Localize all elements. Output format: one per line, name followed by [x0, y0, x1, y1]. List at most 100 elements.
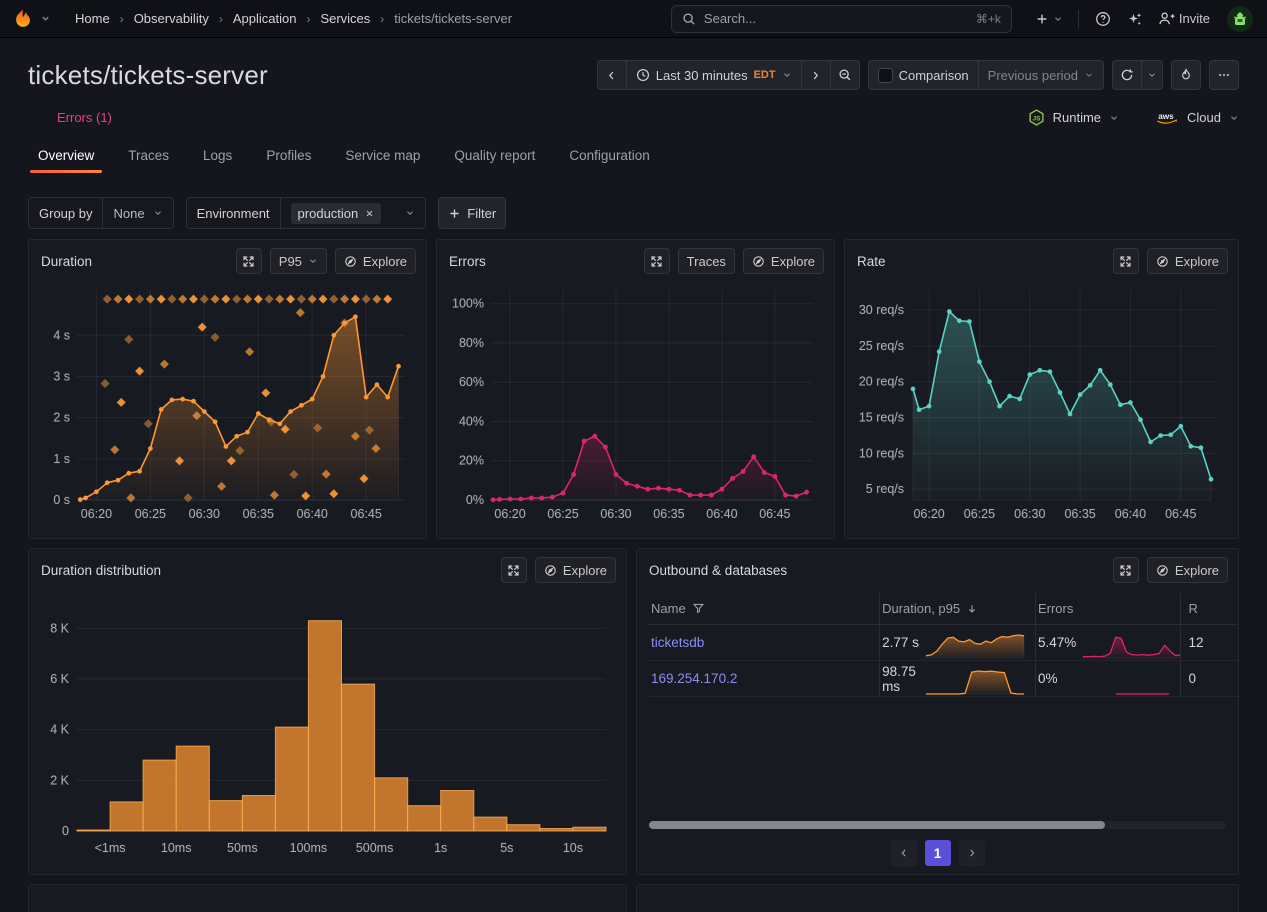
ai-assistant-button[interactable]: [1121, 5, 1149, 33]
explore-label: Explore: [1174, 253, 1219, 269]
cloud-selector[interactable]: aws Cloud: [1153, 110, 1239, 126]
errors-value: 5.47%: [1037, 635, 1077, 650]
percentile-select[interactable]: P95: [269, 248, 327, 274]
comparison-period-select[interactable]: Previous period: [977, 60, 1104, 90]
explore-button[interactable]: Explore: [334, 248, 416, 274]
grafana-logo-icon[interactable]: [12, 8, 34, 30]
duration-panel: Duration P95 Explore 06:20 06:25 06:30 06:3…: [28, 239, 427, 539]
comparison-toggle[interactable]: Comparison: [867, 60, 979, 90]
breadcrumb-separator: ›: [119, 11, 124, 26]
breadcrumb-application[interactable]: Application: [232, 11, 297, 26]
svg-text:15 req/s: 15 req/s: [859, 411, 904, 425]
refresh-button[interactable]: [1112, 60, 1142, 90]
column-header-rate[interactable]: R: [1188, 601, 1198, 616]
panel-title-errors: Errors: [449, 253, 486, 269]
help-button[interactable]: [1089, 5, 1117, 33]
time-shift-back-button[interactable]: [596, 60, 627, 90]
horizontal-scrollbar[interactable]: [649, 821, 1226, 829]
breadcrumb-services[interactable]: Services: [320, 11, 371, 26]
expand-panel-button[interactable]: [643, 248, 670, 274]
expand-panel-button[interactable]: [1112, 557, 1139, 583]
search-input[interactable]: Search... ⌘+k: [670, 4, 1012, 33]
tab-configuration[interactable]: Configuration: [559, 140, 659, 173]
svg-text:10ms: 10ms: [161, 841, 192, 855]
tab-traces[interactable]: Traces: [118, 140, 179, 173]
explore-button[interactable]: Explore: [742, 248, 824, 274]
expand-icon: [242, 255, 255, 268]
breadcrumb-observability[interactable]: Observability: [133, 11, 209, 26]
traces-label: Traces: [686, 253, 726, 269]
svg-text:06:25: 06:25: [547, 507, 578, 521]
tab-profiles[interactable]: Profiles: [256, 140, 321, 173]
runtime-selector[interactable]: JS Runtime: [1028, 109, 1119, 126]
user-avatar[interactable]: [1227, 5, 1253, 32]
add-filter-button[interactable]: Filter: [438, 197, 507, 229]
tab-overview[interactable]: Overview: [28, 140, 104, 173]
duration-chart[interactable]: 06:20 06:25 06:30 06:35 06:40 06:45 0 s 1 s 2 s 3…: [29, 278, 426, 534]
page-tabs: Overview Traces Logs Profiles Service ma…: [0, 140, 1267, 173]
sort-desc-icon[interactable]: [966, 603, 978, 615]
filter-funnel-icon[interactable]: [692, 602, 705, 615]
close-icon[interactable]: [365, 209, 374, 218]
page-previous-button[interactable]: [890, 840, 917, 866]
traces-button[interactable]: Traces: [677, 248, 735, 274]
time-controls: Last 30 minutes EDT Comparison Previous …: [596, 60, 1239, 90]
breadcrumb-separator: ›: [380, 11, 385, 26]
duration-value: 2.77 s: [882, 635, 919, 650]
outbound-link-ticketsdb[interactable]: ticketsdb: [651, 635, 705, 650]
breadcrumb-current-page[interactable]: tickets/tickets-server: [394, 11, 513, 26]
explore-button[interactable]: Explore: [534, 557, 616, 583]
explore-button[interactable]: Explore: [1146, 557, 1228, 583]
org-switcher-chevron-icon[interactable]: [40, 13, 51, 24]
comparison-period-value: Previous period: [987, 67, 1078, 83]
panel-title-outbound: Outbound & databases: [649, 562, 788, 578]
errors-chart[interactable]: 06:20 06:25 06:30 06:35 06:40 06:45 0% 20% 40% 60…: [437, 278, 834, 534]
add-new-button[interactable]: [1030, 5, 1068, 33]
svg-text:06:40: 06:40: [1115, 507, 1146, 521]
expand-panel-button[interactable]: [500, 557, 527, 583]
more-options-button[interactable]: [1209, 60, 1239, 90]
expand-panel-button[interactable]: [1112, 248, 1139, 274]
tab-service-map[interactable]: Service map: [335, 140, 430, 173]
breadcrumb-home[interactable]: Home: [75, 11, 110, 26]
tab-quality-report[interactable]: Quality report: [444, 140, 545, 173]
group-by-select[interactable]: None: [102, 198, 172, 228]
tab-logs[interactable]: Logs: [193, 140, 242, 173]
timezone-label: EDT: [753, 69, 776, 81]
explore-button[interactable]: Explore: [1146, 248, 1228, 274]
svg-text:0 s: 0 s: [53, 493, 70, 507]
errors-count-link[interactable]: Errors (1): [57, 110, 112, 125]
comparison-checkbox[interactable]: [877, 67, 893, 83]
scrollbar-thumb[interactable]: [649, 821, 1105, 829]
svg-text:5 req/s: 5 req/s: [866, 482, 904, 496]
environment-chip[interactable]: production: [290, 202, 382, 224]
time-range-picker[interactable]: Last 30 minutes EDT: [625, 60, 802, 90]
page-next-button[interactable]: [958, 840, 985, 866]
outbound-link-ip[interactable]: 169.254.170.2: [651, 671, 738, 686]
rate-chart[interactable]: 06:20 06:25 06:30 06:35 06:40 06:45 5 req/s 10 …: [845, 278, 1238, 534]
magnifier-minus-icon: [838, 68, 852, 82]
errors-value: 0%: [1037, 671, 1058, 686]
column-header-duration[interactable]: Duration, p95: [882, 601, 961, 616]
breadcrumb-separator: ›: [218, 11, 223, 26]
add-filter-label: Filter: [467, 205, 497, 221]
time-shift-forward-button[interactable]: [800, 60, 831, 90]
refresh-icon: [1120, 68, 1134, 82]
duration-distribution-chart[interactable]: 0 2 K 4 K 6 K 8 K <1ms 10ms 50ms 100ms 500ms 1s 5s 1…: [29, 587, 626, 869]
clock-icon: [636, 68, 650, 82]
column-header-errors[interactable]: Errors: [1037, 601, 1074, 616]
pagination: 1: [637, 840, 1238, 866]
time-zoom-out-button[interactable]: [829, 60, 860, 90]
group-by-control: Group by None: [28, 197, 174, 229]
flame-graph-button[interactable]: [1171, 60, 1201, 90]
column-header-name[interactable]: Name: [651, 601, 686, 616]
duration-value: 98.75 ms: [882, 663, 916, 694]
invite-button[interactable]: Invite: [1153, 5, 1215, 33]
svg-text:30 req/s: 30 req/s: [859, 303, 904, 317]
page-number-button[interactable]: 1: [924, 840, 951, 866]
refresh-interval-select[interactable]: [1141, 60, 1163, 90]
environment-select[interactable]: production: [279, 198, 426, 228]
expand-panel-button[interactable]: [235, 248, 262, 274]
svg-text:06:35: 06:35: [243, 507, 274, 521]
svg-text:06:30: 06:30: [1014, 507, 1045, 521]
